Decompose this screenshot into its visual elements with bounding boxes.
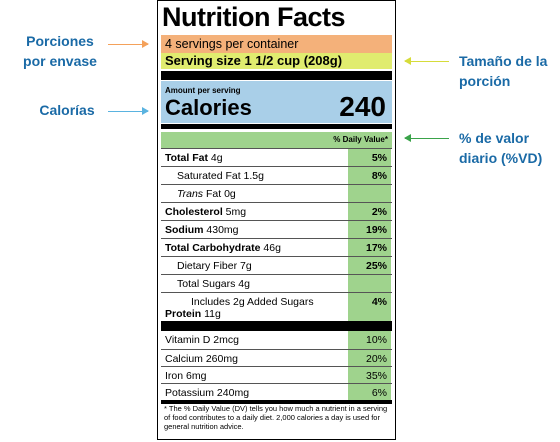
label-title: Nutrition Facts: [162, 2, 346, 32]
calories-arrow: [108, 107, 149, 115]
nutrient-amount: 5mg: [222, 206, 247, 218]
vitamin-dv: 10%: [365, 334, 387, 346]
nutrient-amount: Fat 0g: [203, 188, 236, 200]
nutrient-amount: 11g: [201, 308, 221, 320]
serving-size: Serving size 1 1/2 cup (208g): [161, 53, 392, 69]
nutrient-dv: 2%: [371, 206, 387, 218]
nutrient-row-added-sugars: Includes 2g Added Sugars 4%: [161, 292, 392, 310]
nutrient-dv: 19%: [365, 224, 387, 236]
nutrient-name: Total Carbohydrate: [165, 242, 261, 254]
daily-value-annotation-line2: diario (%VD): [459, 150, 543, 166]
vitamin-row-potassium: Potassium 240mg 6%: [161, 383, 392, 401]
serving-size-annotation-line1: Tamaño de la: [459, 53, 548, 69]
servings-annotation-line1: Porciones: [26, 33, 94, 49]
servings-annotation: Porciones por envase: [12, 31, 108, 71]
nutrient-name-italic: Trans: [177, 188, 204, 200]
nutrient-amount: 4g: [207, 152, 223, 164]
calories-label: Calories: [165, 95, 252, 120]
nutrient-dv: 17%: [365, 242, 387, 254]
calories-box: Amount per serving Calories 240: [161, 81, 392, 123]
nutrient-row-sodium: Sodium 430mg 19%: [161, 220, 392, 238]
nutrient-amount: 430mg: [203, 224, 239, 236]
nutrient-dv: 4%: [371, 296, 387, 308]
nutrient-row-trans-fat: Trans Fat 0g: [161, 184, 392, 202]
vitamin-row-iron: Iron 6mg 35%: [161, 366, 392, 384]
nutrient-amount: Dietary Fiber 7g: [177, 260, 252, 272]
serving-size-arrow: [404, 57, 449, 65]
nutrient-row-protein: Protein 11g: [161, 305, 392, 323]
nutrient-dv: 25%: [365, 260, 387, 272]
vitamin-name: Calcium 260mg: [165, 353, 238, 365]
nutrition-label: Nutrition Facts 4 servings per container…: [157, 0, 396, 440]
thick-divider-vitamins: [161, 321, 392, 331]
nutrient-name: Protein: [165, 308, 202, 320]
calories-annotation: Calorías: [39, 102, 95, 118]
daily-value-annotation: % de valor diario (%VD): [459, 128, 559, 168]
nutrient-name: Cholesterol: [165, 206, 223, 218]
daily-value-arrow: [404, 134, 449, 142]
vitamin-name: Vitamin D 2mcg: [165, 334, 239, 346]
servings-per-container: 4 servings per container: [161, 35, 392, 53]
servings-arrow: [108, 40, 149, 48]
nutrient-row-cholesterol: Cholesterol 5mg 2%: [161, 202, 392, 220]
nutrient-row-total-carbohydrate: Total Carbohydrate 46g 17%: [161, 238, 392, 256]
nutrient-row-dietary-fiber: Dietary Fiber 7g 25%: [161, 256, 392, 274]
nutrient-amount: Saturated Fat 1.5g: [177, 170, 264, 182]
footnote: * The % Daily Value (DV) tells you how m…: [164, 404, 388, 431]
vitamin-name: Iron 6mg: [165, 370, 207, 382]
nutrient-amount: 46g: [260, 242, 281, 254]
nutrient-amount: Includes 2g Added Sugars: [191, 296, 314, 308]
medium-divider: [161, 124, 392, 129]
nutrient-row-saturated-fat: Saturated Fat 1.5g 8%: [161, 166, 392, 184]
nutrient-dv: 8%: [371, 170, 387, 182]
amount-per-serving: Amount per serving: [165, 86, 241, 95]
vitamin-name: Potassium 240mg: [165, 387, 250, 399]
nutrient-row-total-sugars: Total Sugars 4g: [161, 274, 392, 292]
serving-size-annotation: Tamaño de la porción: [459, 51, 560, 91]
nutrient-row-total-fat: Total Fat 4g 5%: [161, 148, 392, 166]
nutrient-amount: Total Sugars 4g: [177, 278, 250, 290]
nutrient-name: Sodium: [165, 224, 204, 236]
servings-annotation-line2: por envase: [23, 53, 97, 69]
daily-value-annotation-line1: % de valor: [459, 130, 530, 146]
calories-value: 240: [339, 91, 386, 122]
vitamin-dv: 35%: [365, 370, 387, 382]
serving-size-annotation-line2: porción: [459, 73, 511, 89]
vitamin-row-vitamin-d: Vitamin D 2mcg 10%: [161, 331, 392, 349]
daily-value-header: % Daily Value*: [161, 132, 392, 148]
vitamin-dv: 20%: [365, 353, 387, 365]
nutrient-dv: 5%: [371, 152, 387, 164]
bottom-divider: [161, 400, 392, 404]
nutrient-name: Total Fat: [165, 152, 208, 164]
thick-divider: [161, 71, 392, 80]
vitamin-dv: 6%: [371, 387, 387, 399]
vitamin-row-calcium: Calcium 260mg 20%: [161, 349, 392, 367]
